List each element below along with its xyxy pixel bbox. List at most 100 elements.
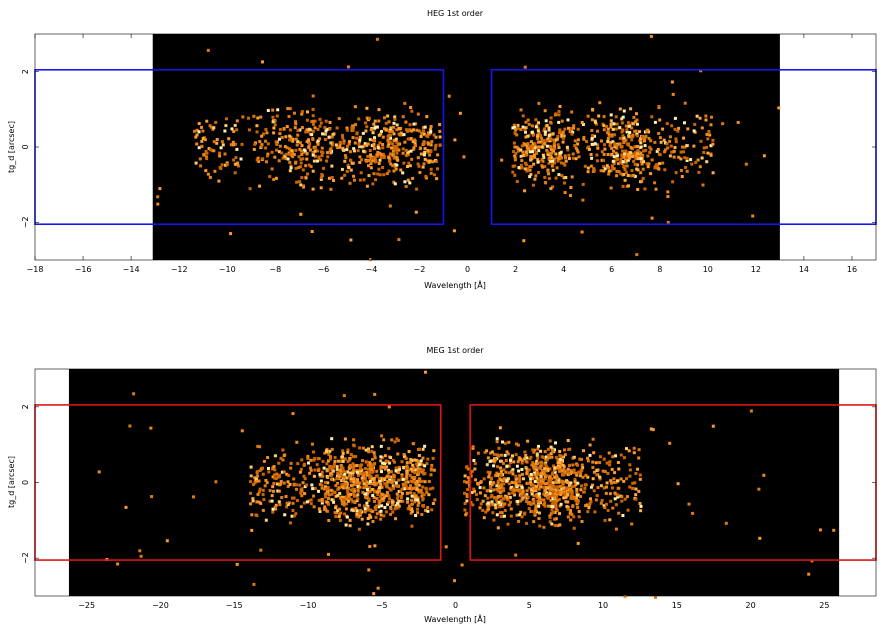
count-pixel	[613, 497, 617, 501]
count-pixel	[386, 460, 390, 464]
count-pixel	[326, 502, 330, 506]
count-pixel	[539, 465, 542, 469]
count-pixel	[328, 449, 332, 453]
count-pixel	[286, 480, 290, 484]
count-pixel	[615, 169, 619, 173]
count-pixel	[235, 147, 239, 151]
count-pixel	[602, 115, 606, 119]
heg-y-ticks: −202	[21, 69, 876, 228]
count-pixel	[350, 126, 354, 130]
count-pixel	[529, 483, 533, 486]
count-pixel	[197, 130, 201, 134]
count-pixel	[585, 140, 588, 143]
count-pixel	[634, 493, 638, 497]
count-pixel	[288, 138, 292, 142]
count-pixel	[548, 494, 552, 498]
count-pixel	[685, 159, 689, 162]
count-pixel	[548, 439, 552, 443]
count-pixel	[392, 132, 396, 136]
count-pixel	[336, 481, 339, 485]
count-pixel	[627, 449, 631, 453]
count-pixel	[539, 134, 542, 138]
count-pixel	[668, 139, 672, 143]
count-pixel	[549, 156, 553, 159]
count-pixel	[365, 116, 369, 120]
count-pixel	[558, 450, 562, 453]
count-pixel	[549, 132, 553, 136]
count-pixel	[512, 460, 516, 464]
count-pixel	[339, 459, 343, 463]
count-pixel	[341, 459, 345, 463]
count-pixel	[370, 449, 374, 453]
count-pixel	[604, 502, 608, 506]
count-pixel	[533, 468, 537, 472]
count-pixel	[305, 152, 309, 156]
count-pixel	[204, 150, 208, 153]
count-pixel	[271, 510, 275, 514]
count-pixel	[343, 154, 347, 157]
count-pixel	[382, 514, 386, 518]
count-pixel	[371, 182, 375, 186]
count-pixel	[299, 161, 303, 165]
count-pixel	[291, 137, 295, 141]
count-pixel	[376, 144, 380, 147]
count-pixel	[654, 187, 658, 191]
count-pixel	[412, 122, 416, 126]
count-pixel	[411, 442, 415, 446]
count-pixel	[325, 127, 329, 131]
count-pixel	[335, 477, 339, 481]
count-pixel	[291, 151, 295, 155]
count-pixel	[393, 440, 397, 444]
count-pixel	[551, 481, 555, 485]
count-pixel	[558, 131, 562, 134]
count-pixel	[549, 153, 553, 157]
count-pixel	[371, 482, 375, 486]
count-pixel	[291, 509, 295, 512]
count-pixel	[561, 459, 564, 463]
count-pixel	[529, 489, 533, 493]
count-pixel	[490, 500, 494, 504]
count-pixel	[641, 155, 645, 159]
count-pixel	[653, 120, 657, 124]
count-pixel	[406, 497, 410, 501]
count-pixel	[309, 468, 313, 472]
count-pixel	[535, 123, 539, 127]
count-pixel	[519, 499, 523, 503]
count-pixel	[582, 137, 586, 141]
count-pixel	[344, 476, 348, 480]
count-pixel	[400, 487, 404, 491]
count-pixel	[429, 167, 433, 171]
count-pixel	[639, 509, 643, 513]
count-pixel	[565, 500, 569, 504]
count-pixel	[333, 459, 337, 463]
count-pixel	[658, 136, 662, 140]
count-pixel	[343, 437, 347, 441]
count-pixel	[280, 470, 284, 474]
count-pixel	[285, 472, 289, 476]
count-pixel	[412, 146, 416, 150]
count-pixel	[554, 441, 557, 445]
count-pixel	[390, 146, 394, 150]
count-pixel	[343, 173, 347, 177]
count-pixel	[489, 495, 493, 499]
count-pixel	[424, 508, 427, 512]
count-pixel	[553, 524, 557, 527]
count-pixel	[369, 166, 373, 170]
count-pixel	[544, 463, 548, 467]
count-pixel	[573, 144, 577, 147]
count-pixel	[529, 477, 533, 481]
count-pixel	[341, 133, 344, 137]
count-pixel	[606, 472, 610, 475]
count-pixel	[594, 498, 598, 502]
count-pixel	[550, 455, 554, 459]
count-pixel	[431, 456, 435, 460]
count-pixel	[486, 505, 490, 509]
count-pixel	[520, 159, 524, 163]
count-pixel	[516, 126, 520, 130]
count-pixel	[698, 116, 702, 120]
count-pixel	[561, 130, 565, 134]
count-pixel	[285, 501, 289, 505]
count-pixel	[583, 164, 587, 168]
count-pixel	[381, 498, 385, 502]
count-pixel	[407, 504, 411, 508]
